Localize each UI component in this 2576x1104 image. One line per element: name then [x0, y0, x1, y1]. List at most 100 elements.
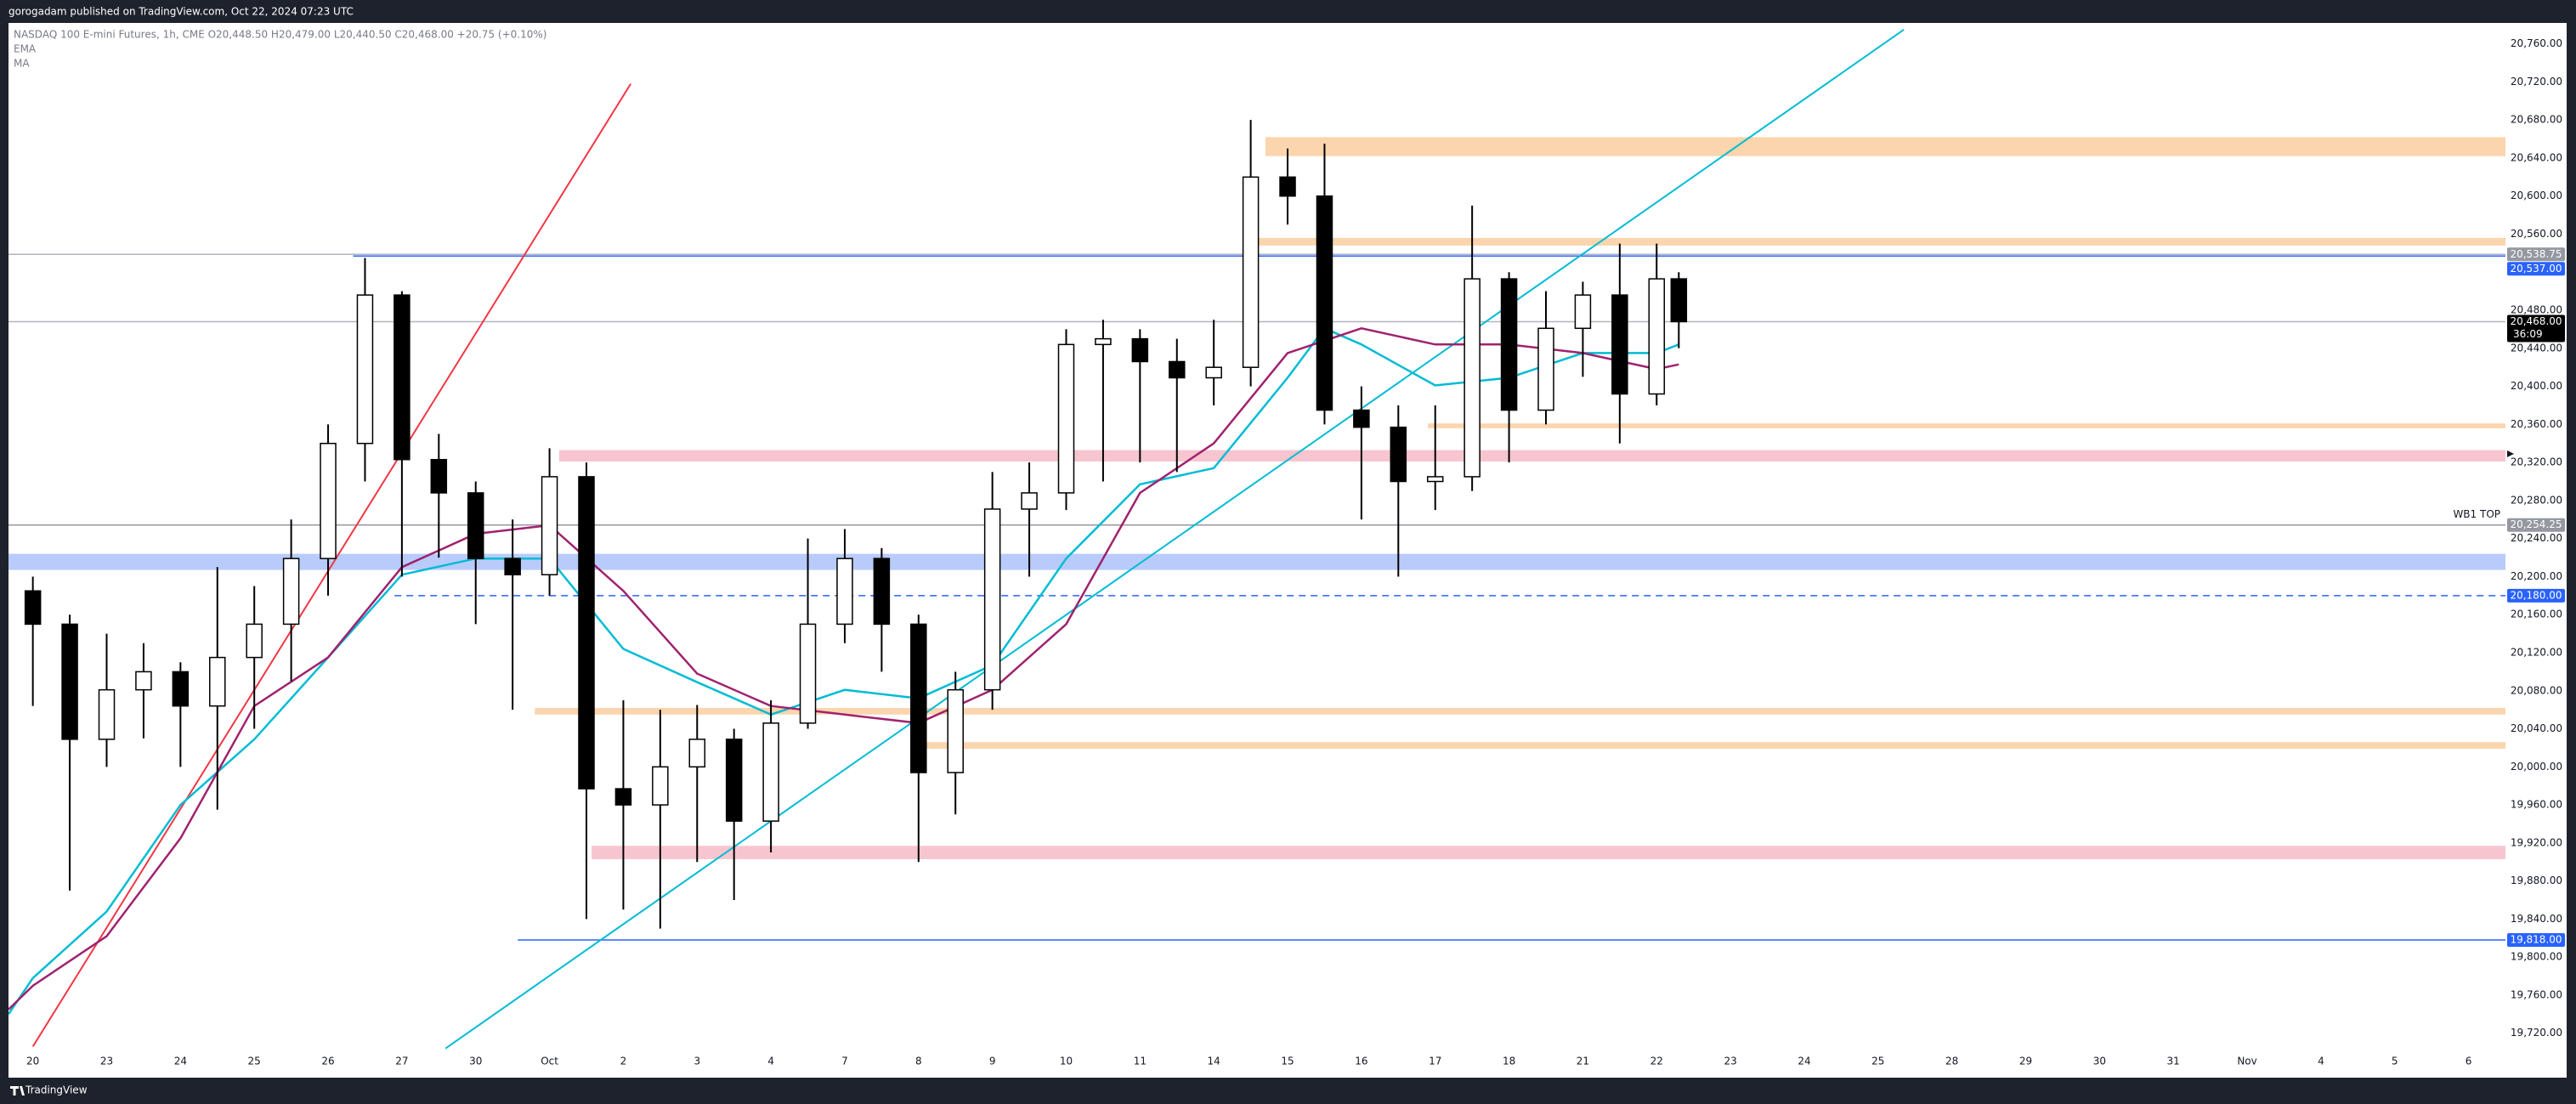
candle-body	[61, 623, 78, 740]
y-tick-label: 19,880.00	[2511, 875, 2562, 886]
candle-body	[1670, 278, 1688, 323]
y-tick-label: 19,720.00	[2511, 1027, 2562, 1039]
candle-body	[504, 558, 521, 575]
candle-body	[1464, 278, 1480, 478]
countdown: 36:09	[2513, 328, 2543, 340]
x-tick-label: 29	[2019, 1056, 2032, 1067]
candle-body	[541, 476, 558, 575]
x-tick-label: 16	[1355, 1056, 1367, 1067]
candle-body	[1390, 426, 1407, 483]
y-tick-label: 20,640.00	[2511, 151, 2562, 163]
candle-body	[172, 671, 190, 707]
candle-body	[799, 623, 817, 724]
x-tick-label: 5	[2392, 1056, 2398, 1067]
x-tick-label: 4	[2318, 1056, 2324, 1067]
candle-body	[282, 558, 300, 626]
x-tick-label: 10	[1060, 1056, 1073, 1067]
x-tick-label: 23	[1724, 1056, 1736, 1067]
y-tick-label: 20,760.00	[2511, 37, 2562, 49]
y-tick-label: 20,560.00	[2511, 228, 2562, 240]
candle-body	[1242, 176, 1260, 368]
y-tick-label: 20,120.00	[2511, 646, 2562, 658]
candle-body	[209, 656, 226, 707]
indicator-line	[8, 326, 1679, 1015]
candle-body	[98, 688, 116, 740]
x-tick-label: 21	[1577, 1056, 1589, 1067]
candle-body	[1500, 278, 1518, 411]
x-tick-label: 2	[620, 1056, 627, 1067]
candle-body	[1648, 278, 1666, 395]
plot-area	[8, 29, 2505, 1050]
trendline	[31, 83, 631, 1047]
x-tick-label: 9	[989, 1056, 996, 1067]
y-tick-label: 20,320.00	[2511, 456, 2562, 468]
x-tick-label: 14	[1208, 1056, 1220, 1067]
candle-body	[1169, 360, 1186, 379]
symbol-legend: NASDAQ 100 E-mini Futures, 1h, CME O20,4…	[14, 29, 546, 41]
x-tick-label: 31	[2167, 1056, 2180, 1067]
x-tick-label: 8	[915, 1056, 922, 1067]
x-tick-label: 6	[2466, 1056, 2472, 1067]
candle-body	[430, 459, 448, 494]
price-label-box	[2507, 518, 2565, 532]
candle-body	[1095, 337, 1112, 346]
candle-body	[652, 766, 669, 806]
candle-body	[135, 671, 152, 691]
candle-body	[836, 558, 853, 626]
candle-body	[1279, 176, 1296, 197]
trendline	[444, 29, 1905, 1050]
price-label-box	[2507, 588, 2565, 603]
zone	[1258, 237, 2505, 246]
y-tick-label: 20,400.00	[2511, 380, 2562, 392]
y-tick-label: 20,000.00	[2511, 761, 2562, 773]
footer-logo	[10, 1086, 25, 1096]
x-tick-label: 24	[174, 1056, 187, 1067]
candle-body	[762, 722, 779, 822]
y-tick-label: 20,080.00	[2511, 684, 2562, 696]
x-tick-label: 26	[321, 1056, 334, 1067]
y-tick-label: 19,840.00	[2511, 913, 2562, 925]
candle-body	[1353, 409, 1370, 428]
zone	[8, 553, 2505, 570]
candle-body	[1057, 343, 1075, 494]
candle-body	[688, 739, 706, 768]
y-tick-label: 20,240.00	[2511, 532, 2562, 544]
zone	[1265, 137, 2505, 156]
candle-body	[1131, 337, 1149, 363]
x-tick-label: 28	[1945, 1056, 1958, 1067]
candle-body	[1426, 476, 1444, 483]
price-label: 19,818.00	[2510, 934, 2562, 946]
x-tick-label: 11	[1134, 1056, 1146, 1067]
y-tick-label: 19,920.00	[2511, 836, 2562, 848]
candle-body	[947, 688, 964, 773]
zone	[535, 707, 2505, 715]
zone	[926, 742, 2505, 750]
candle-body	[356, 294, 374, 444]
candle-body	[614, 788, 632, 806]
y-tick-label: 20,160.00	[2511, 609, 2562, 620]
candle-body	[467, 492, 484, 559]
price-arrow	[2507, 450, 2514, 457]
price-label: 20,468.00	[2510, 315, 2562, 327]
candle-body	[1021, 492, 1038, 510]
x-tick-label: Oct	[541, 1056, 558, 1067]
price-label-box	[2507, 247, 2565, 262]
candle-body	[983, 508, 1001, 691]
level-note: WB1 TOP	[2453, 508, 2500, 520]
x-tick-label: 23	[100, 1056, 113, 1067]
x-tick-label: 30	[2093, 1056, 2106, 1067]
price-label-box	[2507, 262, 2565, 276]
footer-brand: TradingView	[25, 1084, 88, 1096]
candle-body	[725, 739, 743, 822]
candle-body	[246, 623, 263, 659]
x-tick-label: 27	[395, 1056, 408, 1067]
x-tick-label: 25	[1871, 1056, 1884, 1067]
candle-body	[393, 294, 410, 461]
x-tick-label: Nov	[2237, 1056, 2256, 1067]
x-tick-label: 24	[1798, 1056, 1810, 1067]
price-label-box	[2507, 933, 2565, 948]
zone	[1428, 423, 2505, 428]
candle-body	[1611, 294, 1628, 395]
publish-header: gorogadam published on TradingView.com, …	[8, 6, 354, 18]
